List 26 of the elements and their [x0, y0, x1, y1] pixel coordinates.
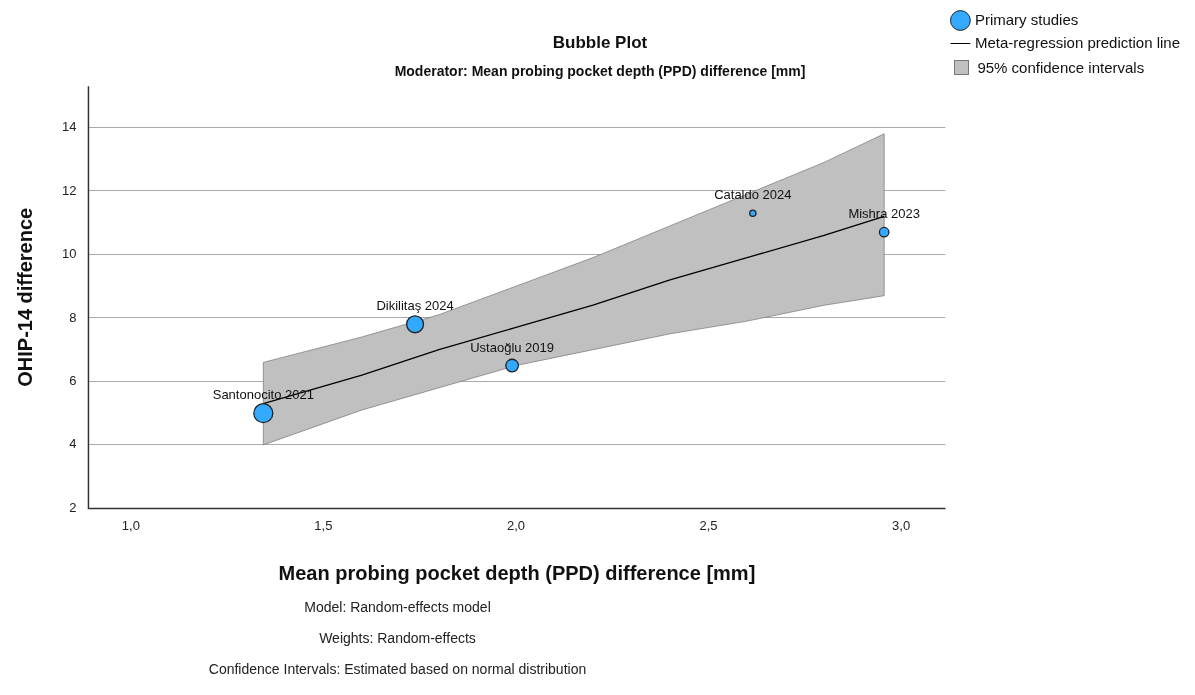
- y-tick-label: 2: [69, 499, 77, 515]
- x-tick-label: 1,5: [314, 517, 333, 533]
- x-axis-title: Mean probing pocket depth (PPD) difference [mm]: [278, 561, 756, 584]
- annotation: Ustaoğlu 2019: [470, 339, 555, 355]
- y-tick-label: 8: [69, 309, 77, 325]
- x-tick-label: 3,0: [892, 517, 911, 533]
- annotation: Cataldo 2024: [714, 187, 792, 203]
- text: Confidence Intervals: Estimated based on normal distribution: [207, 660, 588, 679]
- text: Weights: Random-effects: [318, 629, 477, 648]
- y-tick-label: 10: [61, 246, 77, 262]
- y-tick-label: 12: [61, 182, 77, 198]
- y-tick-label: 4: [69, 436, 77, 452]
- legend-label: Primary studies: [974, 10, 1079, 28]
- x-tick-label: 2,0: [506, 517, 526, 533]
- x-tick-label: 2,5: [699, 517, 718, 533]
- text: Model: Random-effects model: [303, 598, 492, 617]
- chart-subtitle: Moderator: Mean probing pocket depth (PPD) difference [mm]: [394, 62, 806, 79]
- chart-title: Bubble Plot: [552, 32, 648, 52]
- y-tick-label: 6: [69, 373, 77, 388]
- text: 95% confidence intervals: [977, 59, 1145, 76]
- annotation: Dikilitaş 2024: [376, 298, 454, 314]
- x-tick-label: 1,0: [121, 517, 140, 533]
- annotation: Mishra 2023: [848, 206, 920, 222]
- y-axis-title: OHIP-14 difference: [13, 207, 36, 387]
- y-tick-label: 14: [61, 119, 77, 135]
- legend-label: Meta-regression prediction line: [974, 33, 1181, 51]
